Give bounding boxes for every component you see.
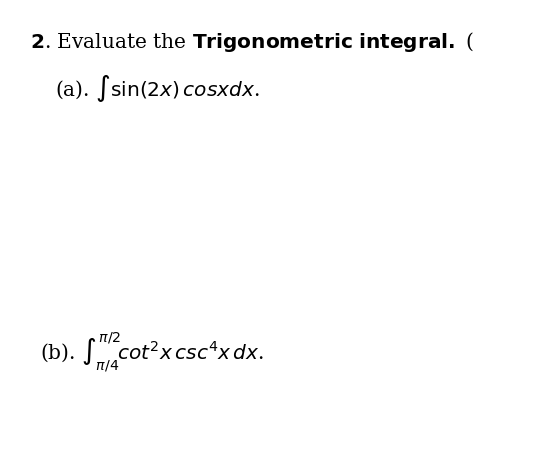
Text: (a). $\int \sin(2x)\, \mathit{cosxdx}$.: (a). $\int \sin(2x)\, \mathit{cosxdx}$. xyxy=(55,72,260,104)
Text: (b). $\int_{\pi/4}^{\pi/2}\! \mathit{cot}^2\mathit{x}\,\mathit{csc}^4\mathit{x}\: (b). $\int_{\pi/4}^{\pi/2}\! \mathit{cot… xyxy=(40,330,264,374)
Text: $\mathbf{2}$. Evaluate the $\mathbf{Trigonometric\ integral.}$ (: $\mathbf{2}$. Evaluate the $\mathbf{Trig… xyxy=(30,30,474,54)
